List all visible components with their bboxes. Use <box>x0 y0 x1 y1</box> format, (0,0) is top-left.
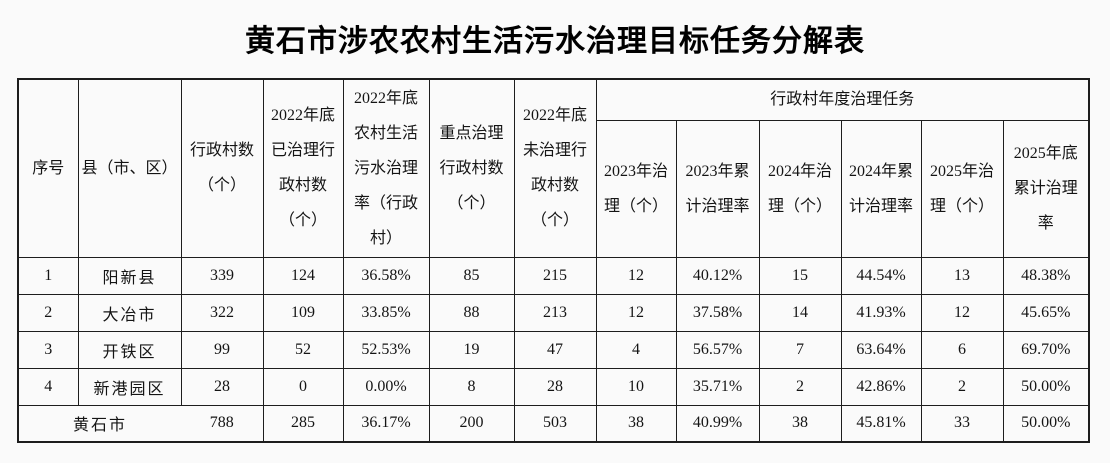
value-cell: 4 <box>595 330 677 369</box>
table-body: 1 阳新县 339 124 36.58% 85 215 12 40.12% 15 44.54% 13 4… <box>17 256 1090 443</box>
value-cell: 28 <box>513 367 597 406</box>
header-rate-2025: 2025年底 累计治理 率 <box>1002 119 1090 258</box>
value-cell: 99 <box>180 330 264 369</box>
header-rate-2023: 2023年累 计治理率 <box>675 119 760 258</box>
value-cell: 8 <box>428 367 515 406</box>
value-cell: 63.64% <box>840 330 922 369</box>
value-cell: 12 <box>595 293 677 332</box>
table-row: 3 开铁区 99 52 52.53% 19 47 4 56.57% 7 63.64% 6 69.70% <box>17 330 1090 369</box>
value-cell: 2 <box>758 367 842 406</box>
value-cell: 36.58% <box>342 256 430 295</box>
header-row-2: 2023年治 理（个） 2023年累 计治理率 2024年治 理（个） 2024… <box>18 119 1090 258</box>
sewage-treatment-task-table: 序号 县（市、区） 行政村数 （个） 2022年底 已治理行 政村数 （个） 2… <box>17 78 1091 443</box>
value-cell: 339 <box>180 256 264 295</box>
header-treat-2023: 2023年治 理（个） <box>595 119 677 258</box>
value-cell: 37.58% <box>675 293 760 332</box>
value-cell: 52 <box>262 330 344 369</box>
value-cell: 50.00% <box>1002 367 1090 406</box>
value-cell: 12 <box>595 256 677 295</box>
table-header: 序号 县（市、区） 行政村数 （个） 2022年底 已治理行 政村数 （个） 2… <box>17 78 1090 258</box>
header-key-villages: 重点治理 行政村数 （个） <box>428 78 515 258</box>
value-cell: 6 <box>920 330 1004 369</box>
value-cell: 10 <box>595 367 677 406</box>
value-cell: 215 <box>513 256 597 295</box>
header-treat-2025: 2025年治 理（个） <box>920 119 1004 258</box>
value-cell: 0.00% <box>342 367 430 406</box>
value-cell: 19 <box>428 330 515 369</box>
value-cell: 52.53% <box>342 330 430 369</box>
value-cell: 40.12% <box>675 256 760 295</box>
value-cell: 322 <box>180 293 264 332</box>
value-cell: 0 <box>262 367 344 406</box>
page-title: 黄石市涉农农村生活污水治理目标任务分解表 <box>245 25 865 58</box>
total-value-cell: 36.17% <box>342 404 430 443</box>
table-row: 2 大冶市 322 109 33.85% 88 213 12 37.58% 14 41.93% 12 4… <box>17 293 1090 332</box>
county-cell: 开铁区 <box>77 330 182 369</box>
seq-cell: 2 <box>17 293 79 332</box>
header-village-count: 行政村数 （个） <box>180 78 264 258</box>
value-cell: 28 <box>180 367 264 406</box>
header-treated-2022: 2022年底 已治理行 政村数 （个） <box>262 78 344 258</box>
value-cell: 44.54% <box>840 256 922 295</box>
value-cell: 109 <box>262 293 344 332</box>
total-label-cell: 黄石市 <box>17 404 181 443</box>
total-value-cell: 33 <box>920 404 1004 443</box>
header-treat-2024: 2024年治 理（个） <box>758 119 842 258</box>
total-value-cell: 50.00% <box>1002 404 1090 443</box>
value-cell: 2 <box>920 367 1004 406</box>
total-value-cell: 200 <box>428 404 515 443</box>
header-annual-group: 行政村年度治理任务 <box>595 78 1090 121</box>
seq-cell: 4 <box>17 367 79 406</box>
header-county: 县（市、区） <box>77 78 182 258</box>
value-cell: 88 <box>428 293 515 332</box>
header-rate-2022: 2022年底 农村生活 污水治理 率（行政 村） <box>342 78 430 258</box>
total-value-cell: 788 <box>180 404 264 443</box>
value-cell: 13 <box>920 256 1004 295</box>
value-cell: 12 <box>920 293 1004 332</box>
table-row: 1 阳新县 339 124 36.58% 85 215 12 40.12% 15 44.54% 13 4… <box>17 256 1090 295</box>
total-value-cell: 285 <box>262 404 344 443</box>
header-seq: 序号 <box>17 78 79 258</box>
total-value-cell: 38 <box>595 404 677 443</box>
value-cell: 85 <box>428 256 515 295</box>
seq-cell: 3 <box>17 330 79 369</box>
value-cell: 14 <box>758 293 842 332</box>
value-cell: 48.38% <box>1002 256 1090 295</box>
value-cell: 35.71% <box>675 367 760 406</box>
value-cell: 41.93% <box>840 293 922 332</box>
header-rate-2024: 2024年累 计治理率 <box>840 119 922 258</box>
value-cell: 45.65% <box>1002 293 1090 332</box>
value-cell: 56.57% <box>675 330 760 369</box>
value-cell: 42.86% <box>840 367 922 406</box>
value-cell: 7 <box>758 330 842 369</box>
total-value-cell: 45.81% <box>840 404 922 443</box>
value-cell: 47 <box>513 330 597 369</box>
value-cell: 33.85% <box>342 293 430 332</box>
value-cell: 69.70% <box>1002 330 1090 369</box>
table-total-row: 黄石市 788 285 36.17% 200 503 38 40.99% 38 45.81% 33 5… <box>17 404 1090 443</box>
county-cell: 阳新县 <box>77 256 182 295</box>
table-row: 4 新港园区 28 0 0.00% 8 28 10 35.71% 2 42.86% 2 50.00% <box>17 367 1090 406</box>
value-cell: 15 <box>758 256 842 295</box>
county-cell: 大冶市 <box>77 293 182 332</box>
seq-cell: 1 <box>17 256 79 295</box>
total-value-cell: 38 <box>758 404 842 443</box>
value-cell: 124 <box>262 256 344 295</box>
header-untreated-2022: 2022年底 未治理行 政村数 （个） <box>513 78 597 258</box>
header-row-1: 序号 县（市、区） 行政村数 （个） 2022年底 已治理行 政村数 （个） 2… <box>17 78 1090 258</box>
total-value-cell: 40.99% <box>675 404 760 443</box>
county-cell: 新港园区 <box>77 367 182 406</box>
total-value-cell: 503 <box>513 404 597 443</box>
value-cell: 213 <box>513 293 597 332</box>
